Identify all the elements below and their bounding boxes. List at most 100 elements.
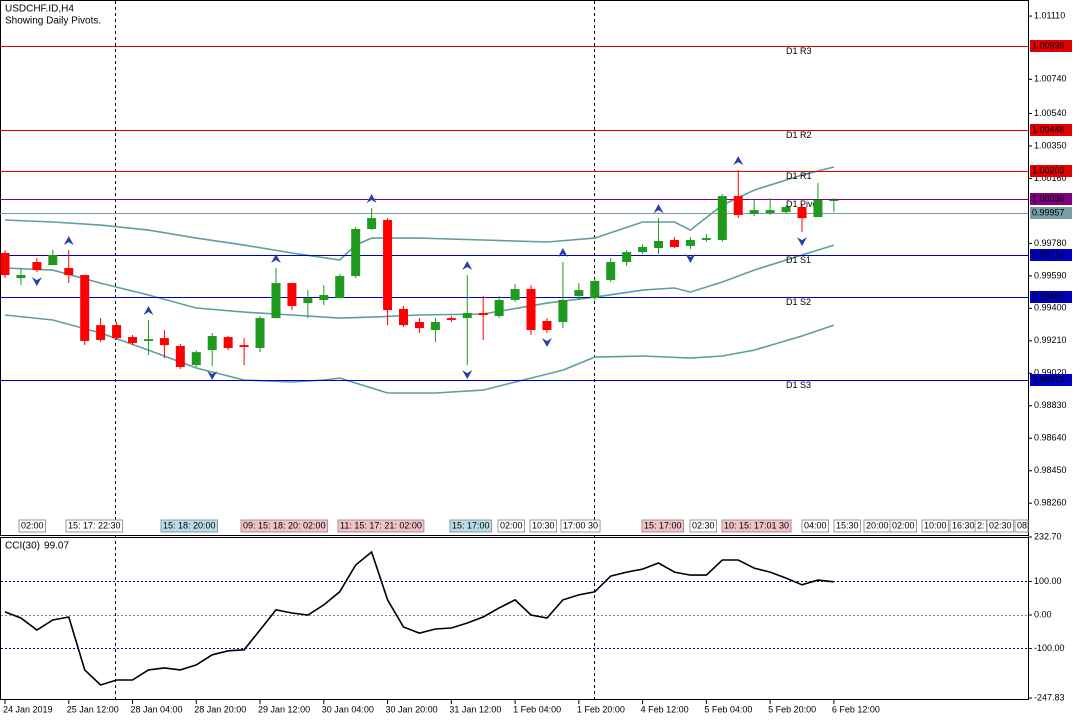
candle-body (175, 345, 185, 367)
session-label-box (921, 519, 950, 533)
cci-pane (0, 537, 1029, 700)
candle-body (32, 262, 42, 271)
y-tick-label: 0.99210 (1034, 335, 1067, 345)
x-tick-label: 6 Feb 12:00 (832, 704, 880, 714)
fractal-up (143, 305, 154, 315)
y-tick-label: 100.00 (1034, 576, 1062, 586)
price-label: 0.98979 (1032, 374, 1065, 384)
x-tick-label: 5 Feb 04:00 (704, 704, 752, 714)
candle-body (685, 239, 695, 246)
x-tick-label: 25 Jan 12:00 (67, 704, 119, 714)
cci-line (4, 550, 834, 686)
candle-body (399, 309, 408, 326)
y-tick-label: -247.83 (1034, 692, 1065, 702)
candle-body (319, 295, 329, 300)
y-tick-label: 0.99400 (1034, 303, 1067, 313)
session-label-box (240, 519, 329, 533)
y-tick-label: 0.98260 (1034, 498, 1067, 508)
candle-body (383, 219, 393, 311)
candle-body (446, 318, 456, 320)
candle-body (0, 252, 10, 276)
fractal-up (653, 204, 664, 214)
candle-body (223, 337, 233, 349)
price-label: 0.99957 (1032, 207, 1065, 217)
candle-body (367, 218, 377, 230)
x-tick-label: 31 Jan 12:00 (449, 704, 501, 714)
chart-title: USDCHF.ID,H4 (5, 4, 74, 15)
fractal-up (63, 236, 74, 246)
candle-body (96, 325, 106, 340)
session-label: 20:00 (866, 520, 889, 530)
candle-body (112, 325, 122, 339)
y-tick-label: 1.00540 (1034, 108, 1067, 118)
x-tick-label: 4 Feb 12:00 (641, 704, 689, 714)
session-label: 02:30 (692, 520, 715, 530)
candle-body (335, 276, 345, 299)
candle-body (128, 337, 138, 344)
session-label-box (641, 519, 685, 533)
session-label-box (986, 519, 1015, 533)
candle-body (701, 238, 711, 240)
fractal-down (207, 370, 218, 380)
fractal-down (541, 337, 552, 347)
session-label-box (18, 519, 47, 533)
candle-body (64, 268, 74, 276)
session-label: 02:00 (892, 520, 915, 530)
candle-body (765, 210, 775, 213)
fractal-down (31, 277, 42, 287)
price-label: 1.00203 (1032, 165, 1065, 175)
fractal-up (366, 194, 377, 204)
indicator-value: 99.07 (44, 541, 69, 552)
candle-body (191, 352, 201, 366)
session-label: 02:00 (21, 520, 44, 530)
y-tick-label: 0.98830 (1034, 400, 1067, 410)
candle-body (255, 318, 265, 349)
session-label-box (801, 519, 830, 533)
x-tick-label: 24 Jan 2019 (3, 704, 53, 714)
session-label: 15:30 (836, 520, 859, 530)
price-label: 1.00935 (1032, 40, 1065, 50)
y-tick-label: 0.99020 (1034, 368, 1067, 378)
session-label: 04:00 (804, 520, 827, 530)
session-label-box (689, 519, 718, 533)
pivot-name: D1 S3 (786, 380, 811, 390)
session-label: 08: (1017, 520, 1030, 530)
pivot-name: D1 S2 (786, 297, 811, 307)
candle-body (303, 298, 313, 304)
pivot-name: D1 R2 (786, 130, 812, 140)
pivot-name: D1 S1 (786, 255, 811, 265)
candle-body (239, 345, 249, 347)
session-label-box (1014, 519, 1029, 533)
price-label-box (1030, 165, 1072, 177)
session-label-box (529, 519, 558, 533)
session-label-box (560, 519, 601, 533)
candle-body (143, 339, 153, 341)
pivot-name: D1 Pivot (786, 199, 821, 209)
session-label-box (449, 519, 493, 533)
x-tick-label: 5 Feb 20:00 (768, 704, 816, 714)
session-label: 17:00 30 (563, 520, 598, 530)
fractal-up (733, 156, 744, 166)
candle-body (462, 312, 472, 319)
candle-body (526, 289, 536, 331)
price-label: 0.99714 (1032, 249, 1065, 259)
y-tick-label: 0.98640 (1034, 433, 1067, 443)
candle-body (478, 312, 488, 316)
price-label-box (1030, 249, 1072, 261)
session-label-box (337, 519, 425, 533)
candle-body (574, 290, 584, 297)
candle-body (654, 241, 664, 249)
session-label: 10: 15: 17:01 30 (724, 520, 789, 530)
candle-body (207, 336, 217, 351)
candle-body (829, 199, 839, 202)
x-tick-label: 30 Jan 20:00 (386, 704, 438, 714)
price-label: 0.99468 (1032, 291, 1065, 301)
x-tick-label: 1 Feb 04:00 (513, 704, 561, 714)
x-tick-label: 30 Jan 04:00 (322, 704, 374, 714)
candle-body (622, 252, 632, 263)
candle-body (271, 283, 281, 319)
session-label: 16:30 (952, 520, 975, 530)
x-tick-label: 28 Jan 04:00 (131, 704, 183, 714)
session-label-box (833, 519, 862, 533)
